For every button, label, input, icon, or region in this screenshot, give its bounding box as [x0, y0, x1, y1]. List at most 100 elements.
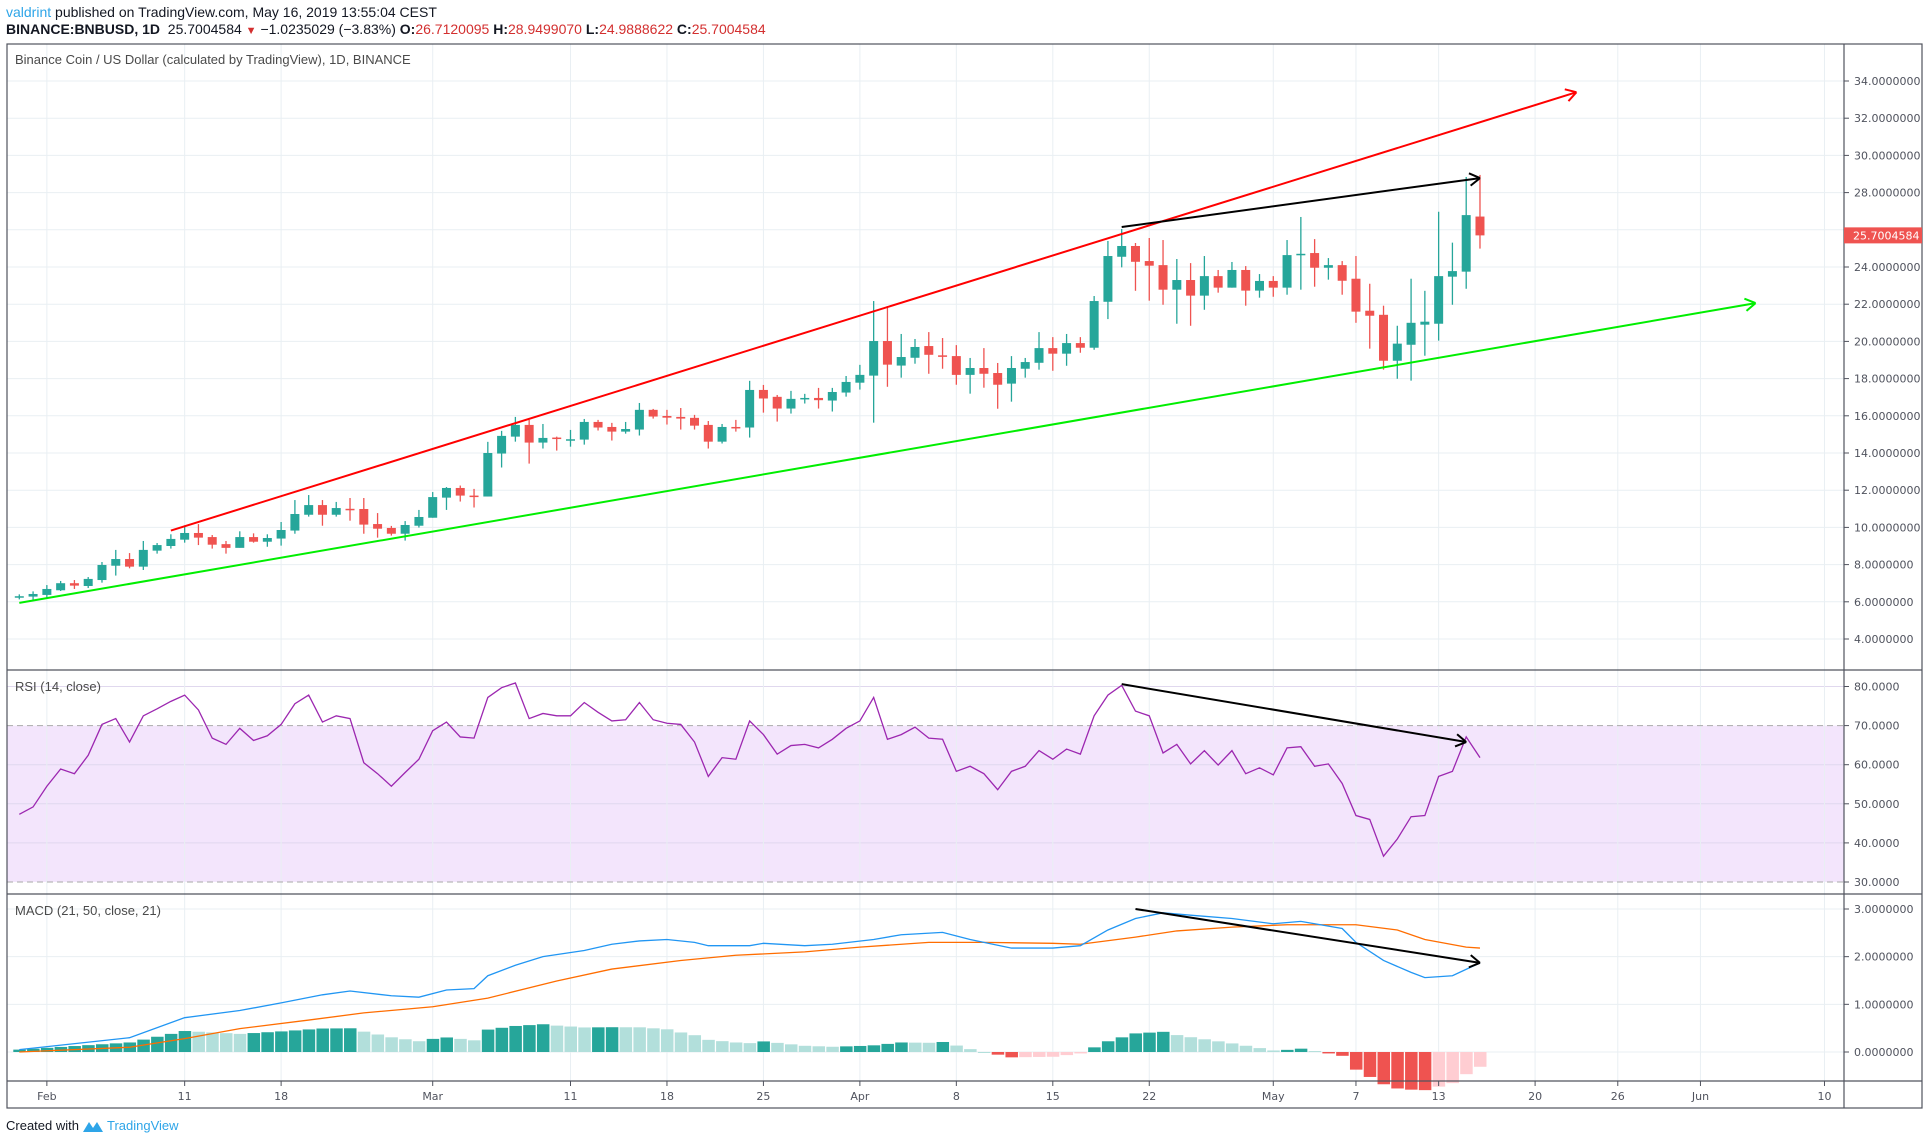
macd-histogram-bar [54, 1046, 68, 1052]
macd-histogram-bar [798, 1045, 812, 1052]
macd-histogram-bar [564, 1026, 577, 1052]
candle-up [1296, 253, 1306, 256]
price-axis-label: 34.0000000 [1854, 75, 1920, 88]
publish-info: valdrint published on TradingView.com, M… [6, 4, 437, 20]
macd-histogram-bar [881, 1043, 894, 1052]
candle-down [1241, 269, 1251, 291]
candle-up [28, 593, 38, 597]
macd-histogram-bar [151, 1036, 164, 1052]
open-value: 26.7120095 [415, 21, 490, 37]
candle-up [579, 421, 589, 440]
last-price-label: 25.7004584 [1853, 229, 1919, 242]
arrow-head-icon [1454, 741, 1467, 748]
candle-up [262, 538, 272, 542]
author-link[interactable]: valdrint [6, 4, 52, 20]
tradingview-link[interactable]: TradingView [106, 1118, 179, 1133]
candle-up [400, 524, 410, 534]
candle-up [304, 505, 314, 515]
rsi-axis-label: 80.0000 [1854, 681, 1900, 694]
macd-histogram-bar [578, 1027, 591, 1052]
time-axis-label: May [1262, 1090, 1285, 1103]
candle-up [83, 578, 93, 586]
macd-histogram-bar [1157, 1031, 1170, 1052]
rsi-label[interactable]: RSI (14, close) [15, 679, 101, 694]
candle-down [1337, 265, 1347, 281]
candle-up [538, 437, 548, 443]
macd-axis-label: 3.0000000 [1854, 903, 1914, 916]
candle-up [841, 381, 851, 393]
price-trendline[interactable] [19, 302, 1756, 604]
macd-histogram-bar [688, 1035, 702, 1052]
macd-trendline[interactable] [1135, 908, 1481, 964]
price-trendline[interactable] [1121, 177, 1481, 229]
macd-histogram-bar [1377, 1052, 1391, 1085]
macd-histogram-bar [729, 1042, 743, 1052]
chart-title: Binance Coin / US Dollar (calculated by … [15, 52, 411, 67]
macd-label[interactable]: MACD (21, 50, close, 21) [15, 903, 161, 918]
candle-down [69, 583, 79, 586]
macd-histogram-bar [1046, 1052, 1060, 1057]
time-axis-label: 22 [1142, 1090, 1156, 1103]
price-trendline[interactable] [170, 91, 1577, 532]
macd-histogram-bar [1184, 1037, 1198, 1052]
candle-up [441, 487, 451, 498]
price-axis-label: 4.0000000 [1854, 633, 1914, 646]
macd-histogram-bar [481, 1029, 495, 1052]
macd-histogram-bar [867, 1045, 881, 1052]
price-axis-label: 22.0000000 [1854, 298, 1920, 311]
arrow-head-icon [1456, 733, 1467, 743]
candle-down [1213, 276, 1223, 288]
macd-histogram-bar [1336, 1052, 1349, 1056]
time-axis-label: 25 [756, 1090, 770, 1103]
macd-histogram-bar [757, 1041, 770, 1052]
macd-histogram-bar [330, 1028, 343, 1052]
macd-histogram-bar [454, 1038, 467, 1052]
candle-down [221, 544, 231, 548]
candle-down [690, 417, 700, 426]
macd-histogram-bar [1019, 1052, 1032, 1058]
candle-up [566, 439, 575, 441]
macd-histogram-bar [1391, 1052, 1404, 1089]
time-axis-label: 11 [178, 1090, 192, 1103]
candle-down [1130, 245, 1140, 262]
time-axis-label: 10 [1817, 1090, 1831, 1103]
candle-down [593, 421, 603, 428]
macd-histogram-bar [1074, 1052, 1087, 1054]
candle-up [896, 357, 906, 366]
candle-down [317, 505, 327, 515]
candle-up [1461, 215, 1471, 272]
macd-histogram-bar [1281, 1049, 1294, 1052]
price-change: −1.0235029 (−3.83%) [260, 21, 396, 37]
rsi-axis-label: 60.0000 [1854, 759, 1900, 772]
arrow-head-icon [1745, 302, 1757, 312]
last-price-marker [1844, 227, 1922, 244]
candle-up [786, 398, 796, 409]
macd-histogram-bar [247, 1033, 261, 1052]
rsi-trendline[interactable] [1121, 683, 1467, 744]
macd-histogram-bar [385, 1037, 398, 1052]
candle-up [1020, 362, 1030, 369]
candle-down [1268, 280, 1278, 288]
candle-up [717, 426, 727, 442]
candle-down [1158, 265, 1168, 290]
macd-histogram-bar [1088, 1047, 1101, 1052]
price-axis-label: 32.0000000 [1854, 112, 1920, 125]
time-axis-label: 11 [564, 1090, 578, 1103]
candle-up [910, 346, 920, 358]
time-axis-label: 8 [953, 1090, 960, 1103]
macd-histogram-bar [605, 1027, 619, 1052]
candle-down [1144, 261, 1154, 266]
macd-line [19, 912, 1481, 1051]
macd-histogram-bar [1473, 1052, 1487, 1067]
macd-histogram-bar [922, 1042, 936, 1052]
arrow-head-icon [1470, 954, 1481, 964]
close-value: 25.7004584 [691, 21, 766, 37]
candle-down [979, 367, 989, 374]
macd-histogram-bar [316, 1028, 329, 1052]
time-axis-label: Apr [850, 1090, 870, 1103]
macd-signal-line [19, 924, 1481, 1053]
candle-up [1447, 271, 1457, 277]
macd-histogram-bar [702, 1039, 715, 1052]
time-axis-label: Jun [1691, 1090, 1709, 1103]
